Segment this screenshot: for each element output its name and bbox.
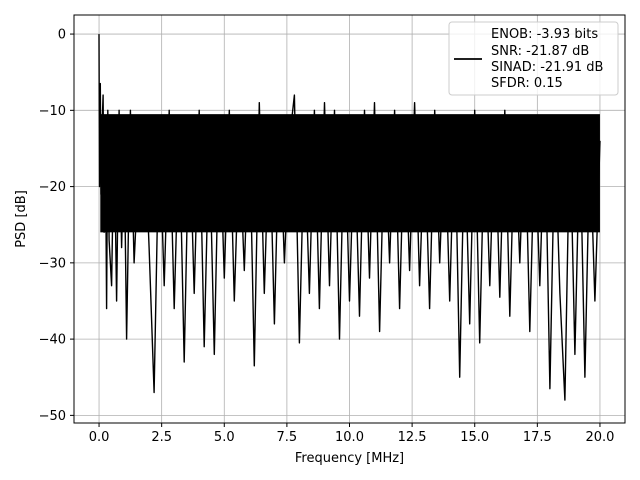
x-tick-label: 5.0: [214, 430, 235, 445]
legend: ENOB: -3.93 bits SNR: -21.87 dB SINAD: -…: [448, 21, 619, 96]
y-tick-label: −40: [39, 333, 66, 348]
legend-sfdr: SFDR: 0.15: [491, 76, 563, 91]
y-axis: 0 −10 −20 −30 −40 −50: [39, 28, 74, 424]
x-axis-title: Frequency [MHz]: [295, 451, 404, 466]
y-axis-title: PSD [dB]: [14, 190, 29, 248]
y-tick-label: 0: [58, 28, 66, 43]
psd-series-line: [98, 34, 601, 401]
legend-sinad: SINAD: -21.91 dB: [491, 60, 603, 75]
y-tick-label: −20: [39, 180, 66, 195]
x-tick-label: 0.0: [89, 430, 110, 445]
x-tick-label: 20.0: [585, 430, 614, 445]
x-tick-label: 7.5: [277, 430, 298, 445]
y-tick-label: −10: [39, 104, 66, 119]
x-tick-label: 12.5: [398, 430, 427, 445]
x-tick-label: 2.5: [151, 430, 172, 445]
x-tick-label: 15.0: [460, 430, 489, 445]
x-tick-label: 10.0: [335, 430, 364, 445]
legend-snr: SNR: -21.87 dB: [491, 44, 589, 59]
y-tick-label: −50: [39, 409, 66, 424]
x-tick-label: 17.5: [523, 430, 552, 445]
x-axis: 0.0 2.5 5.0 7.5 10.0 12.5 15.0 17.5 20.0: [89, 423, 614, 445]
y-tick-label: −30: [39, 256, 66, 271]
legend-box: [448, 21, 619, 96]
legend-enob: ENOB: -3.93 bits: [491, 27, 598, 42]
